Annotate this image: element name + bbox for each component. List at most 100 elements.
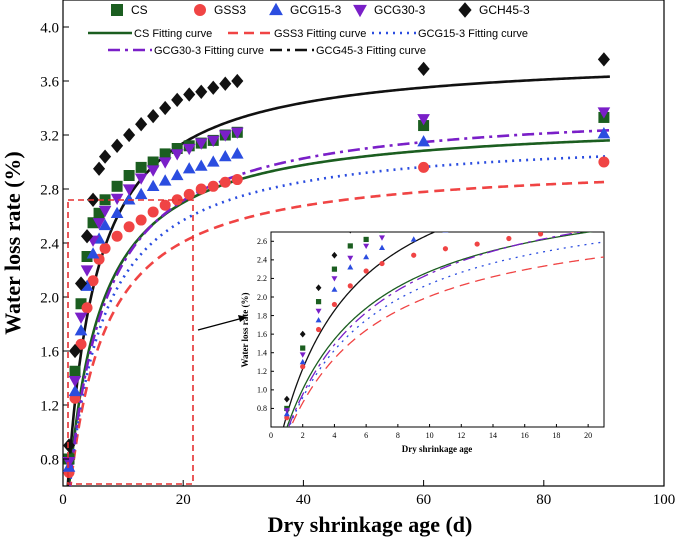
main-point-cs: [135, 161, 147, 173]
main-point-gch45-3: [111, 138, 124, 153]
main-fit-curve-gcg15-3: [68, 154, 610, 486]
inset-fit-curve-gcg30-3: [287, 232, 585, 427]
legend-label: GSS3: [214, 3, 246, 17]
main-point-gcg15-3: [597, 127, 611, 139]
inset-axes: 0 2 4 6 8 10 12 14 16 18 20 0.8 1.0 1.2 1.4 1.6 1.8 2.0 2.…: [257, 237, 592, 440]
legend-marker-gss3: [194, 4, 206, 16]
inset-fit-curves: [282, 232, 604, 427]
main-point-gcg30-3: [146, 165, 160, 177]
inset-point-cs: [347, 243, 353, 249]
inset-point-gch45-3: [283, 395, 290, 403]
inset-y-tick-label: 1.2: [257, 367, 267, 376]
inset-point-gcg30-3: [283, 408, 290, 414]
inset-x-tick-label: 10: [426, 431, 434, 440]
main-point-gcg15-3: [98, 218, 112, 231]
main-point-gcg30-3: [182, 143, 196, 156]
main-point-gss3: [75, 338, 87, 350]
inset-point-gcg15-3: [315, 317, 322, 323]
legend-label: GCG30-3 Fitting curve: [154, 45, 264, 57]
legend-label: GCH45-3: [479, 3, 530, 17]
main-point-cs: [87, 217, 99, 229]
legend-marker-gcg30-3: [353, 4, 367, 18]
main-point-gcg30-3: [63, 457, 76, 469]
main-point-gss3: [81, 302, 93, 314]
main-point-gch45-3: [93, 161, 106, 176]
inset-y-axis-label: Water loss rate (%): [240, 292, 250, 367]
main-point-gcg15-3: [170, 168, 184, 181]
inset-y-tick-label: 2.6: [257, 237, 267, 246]
inset-point-gss3: [379, 260, 385, 267]
inset-point-gcg30-3: [315, 308, 322, 315]
main-point-gch45-3: [171, 92, 184, 108]
main-point-gcg15-3: [146, 179, 160, 191]
legend-item-gcg30-3-fitting-curve: GCG30-3 Fitting curve: [108, 45, 264, 57]
main-point-gcg15-3: [110, 206, 124, 218]
main-point-gch45-3: [183, 87, 196, 102]
legend-item-cs: CS: [111, 3, 148, 17]
main-point-gcg15-3: [122, 193, 136, 205]
x-axis-label: Dry shrinkage age (d): [268, 512, 473, 537]
main-point-gcg15-3: [158, 174, 172, 186]
inset-point-cs: [331, 266, 338, 272]
main-point-gss3: [219, 176, 231, 188]
main-point-gcg30-3: [68, 376, 82, 388]
main-point-gcg30-3: [230, 127, 244, 139]
main-point-gcg30-3: [218, 130, 232, 142]
legend-marker-gch45-3: [458, 2, 472, 18]
legend-marker-cs: [111, 4, 123, 16]
main-point-gss3: [111, 230, 123, 242]
inset-x-tick-label: 4: [332, 431, 336, 440]
main-point-gch45-3: [207, 80, 220, 95]
inset-point-gcg15-3: [379, 244, 385, 250]
legend-item-gss3: GSS3: [194, 3, 246, 17]
legend-label: GCG30-3: [374, 3, 426, 17]
inset-x-tick-label: 20: [584, 431, 592, 440]
inset-point-gcg30-3: [379, 235, 385, 241]
legend-label: GCG45-3 Fitting curve: [316, 45, 426, 57]
inset-point-gss3: [537, 232, 544, 237]
main-point-gcg15-3: [68, 384, 82, 397]
main-y-tick-label: 1.2: [40, 398, 59, 414]
legend-marker-gcg15-3: [269, 2, 283, 16]
main-point-gcg30-3: [134, 173, 148, 185]
main-point-gss3: [418, 161, 430, 173]
inset-point-cs: [379, 232, 385, 233]
main-point-gch45-3: [63, 438, 76, 453]
inset-point-gss3: [506, 235, 512, 242]
main-point-gss3: [598, 156, 610, 168]
main-point-gcg15-3: [80, 279, 94, 291]
main-point-gss3: [123, 221, 135, 233]
inset-point-gcg15-3: [331, 286, 338, 292]
main-point-gss3: [135, 214, 147, 226]
main-x-tick-label: 60: [416, 492, 431, 508]
main-point-gss3: [231, 174, 243, 186]
legend: CS GSS3 GCG15-3 GCG30-3 GCH45-3 CS Fitting cu…: [88, 2, 530, 57]
inset-y-tick-label: 0.8: [257, 404, 267, 413]
main-point-gss3: [159, 199, 171, 211]
main-point-cs: [93, 207, 105, 219]
inset-x-tick-label: 6: [364, 431, 368, 440]
legend-item-gcg15-3-fitting-curve: GCG15-3 Fitting curve: [372, 28, 528, 40]
main-point-gch45-3: [99, 149, 112, 164]
legend-item-cs-fitting-curve: CS Fitting curve: [88, 28, 212, 40]
main-point-cs: [147, 156, 159, 168]
inset-point-gss3: [300, 364, 306, 370]
main-point-cs: [123, 170, 135, 181]
main-point-gch45-3: [80, 229, 94, 244]
main-point-gcg30-3: [80, 265, 94, 277]
main-point-gch45-3: [219, 76, 232, 91]
inset-point-cs: [315, 299, 322, 305]
inset-point-gcg15-3: [299, 358, 306, 365]
inset-fit-curve-gcg15-3: [288, 241, 604, 427]
main-point-gcg15-3: [86, 247, 100, 259]
legend-item-gch45-3: GCH45-3: [458, 2, 530, 18]
main-point-gch45-3: [123, 127, 136, 143]
legend-label: GCG15-3: [290, 3, 342, 17]
inset-y-tick-label: 1.0: [257, 386, 267, 395]
main-point-gcg15-3: [134, 187, 148, 200]
main-point-gcg30-3: [74, 312, 88, 324]
main-point-cs: [418, 120, 430, 132]
main-point-gcg30-3: [98, 205, 112, 218]
main-point-gss3: [171, 194, 183, 206]
